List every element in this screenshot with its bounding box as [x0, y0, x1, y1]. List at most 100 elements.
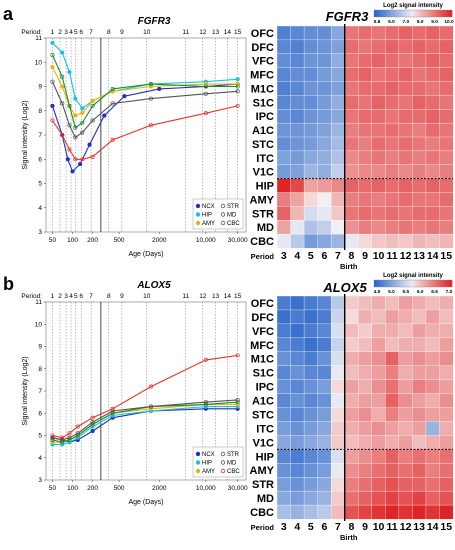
heatmap-cell [439, 95, 454, 110]
heatmap-cell [398, 95, 413, 110]
colorbar-swatch [414, 280, 418, 287]
heatmap-cell [439, 309, 454, 325]
heatmap-cell [290, 309, 305, 325]
series-line-hip [52, 42, 238, 110]
heatmap-row-label: ITC [256, 153, 274, 165]
heatmap-cell [425, 25, 440, 41]
heatmap-cell [330, 435, 346, 450]
heatmap-cell [290, 53, 305, 69]
heatmap-cell [425, 178, 440, 193]
heatmap-cell [276, 39, 292, 55]
colorbar-swatch [405, 280, 408, 287]
colorbar-label: Log2 signal intensity [383, 3, 443, 9]
heatmap-cell [303, 67, 319, 82]
legend-label-ncx: NCX [202, 452, 215, 458]
colorbar-swatch [411, 10, 414, 17]
heatmap-cell [385, 25, 400, 41]
legend-label-str: STR [227, 204, 240, 210]
heatmap-cell [425, 449, 440, 464]
heatmap-cell [439, 379, 454, 395]
heatmap-cell [439, 53, 454, 69]
data-point-cbc [235, 103, 240, 108]
legend-label-hip: HIP [202, 461, 212, 467]
heatmap-column-label: 5 [308, 521, 314, 533]
heatmap-cell [276, 463, 292, 478]
heatmap-cell [317, 206, 332, 221]
heatmap-cell [425, 220, 440, 235]
heatmap-column-label: 5 [308, 250, 314, 262]
heatmap-cell [371, 504, 386, 520]
heatmap-cell [290, 351, 305, 367]
heatmap-cell [412, 490, 427, 506]
period-label: 12 [199, 293, 207, 300]
x-axis-label: Age (Days) [128, 251, 163, 258]
colorbar-swatch [375, 10, 379, 17]
heatmap-cell [425, 323, 440, 339]
heatmap-cell [303, 309, 319, 325]
heatmap-cell [385, 233, 400, 249]
colorbar-swatch [391, 280, 394, 287]
heatmap-cell [330, 379, 346, 395]
heatmap-row-label: M1C [251, 354, 274, 366]
heatmap-cell [385, 206, 400, 221]
legend-label-hip: HIP [202, 213, 212, 219]
heatmap-row-label: A1C [252, 125, 274, 137]
heatmap-cell [330, 477, 346, 492]
heatmap-cell [398, 81, 413, 96]
heatmap-cell [317, 39, 332, 55]
heatmap-cell [344, 407, 359, 422]
heatmap-cell [439, 337, 454, 353]
heatmap-cell [385, 164, 400, 180]
heatmap-cell [290, 504, 305, 520]
heatmap-cell [317, 463, 332, 478]
heatmap-cell [398, 295, 413, 311]
heatmap-cell [276, 220, 292, 235]
heatmap-cell [303, 178, 319, 193]
heatmap-cell [330, 39, 346, 55]
heatmap-cell [303, 435, 319, 450]
heatmap-cell [344, 295, 359, 311]
colorbar-swatch [420, 280, 424, 287]
heatmap-cell [344, 449, 359, 464]
colorbar-swatch [374, 10, 377, 17]
heatmap-cell [317, 421, 332, 436]
heatmap-cell [290, 365, 305, 381]
heatmap-cell [276, 295, 292, 311]
y-tick-label: 9 [38, 344, 42, 351]
heatmap-cell [276, 192, 292, 207]
heatmap-cell [412, 53, 427, 69]
heatmap-cell [290, 178, 305, 193]
heatmap-cell [344, 192, 359, 207]
heatmap-row-label: S1C [253, 368, 274, 380]
colorbar-swatch [387, 10, 390, 17]
heatmap-cell [398, 393, 413, 408]
data-point-cbc [50, 118, 55, 123]
colorbar-swatch [395, 280, 398, 287]
heatmap-cell [344, 435, 359, 450]
heatmap-cell [344, 122, 359, 138]
heatmap-cell [290, 323, 305, 339]
x-tick-label: 30,000 [228, 237, 248, 244]
heatmap-cell [425, 393, 440, 408]
heatmap-cell [317, 53, 332, 69]
colorbar-tick-label: 5.8 [374, 19, 381, 25]
x-tick-label: 30,000 [228, 485, 248, 492]
heatmap-row-label: DFC [251, 42, 274, 54]
data-point-cbc [235, 353, 240, 358]
period-label: 11 [182, 293, 189, 300]
heatmap-cell [317, 449, 332, 464]
heatmap-cell [290, 435, 305, 450]
heatmap-cell [425, 53, 440, 69]
heatmap-cell [344, 53, 359, 69]
heatmap-cell [425, 109, 440, 124]
heatmap-cell [290, 150, 305, 166]
heatmap-row-label: ITC [256, 423, 274, 435]
heatmap-cell [276, 504, 292, 520]
heatmap-cell [358, 81, 373, 96]
heatmap-cell [344, 337, 359, 353]
heatmap-cell [385, 39, 400, 55]
heatmap-cell [303, 351, 319, 367]
heatmap-cell [412, 337, 427, 353]
heatmap-cell [330, 53, 346, 69]
heatmap-title: ALOX5 [322, 280, 367, 295]
